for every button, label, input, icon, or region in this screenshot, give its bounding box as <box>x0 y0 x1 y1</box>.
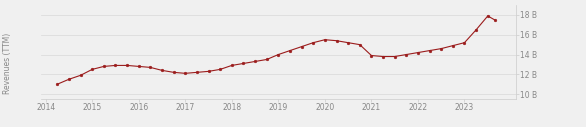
Text: Revenues (TTM): Revenues (TTM) <box>3 33 12 94</box>
